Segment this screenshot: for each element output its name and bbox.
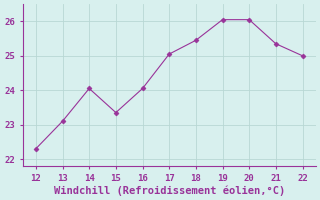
X-axis label: Windchill (Refroidissement éolien,°C): Windchill (Refroidissement éolien,°C) [53,185,285,196]
